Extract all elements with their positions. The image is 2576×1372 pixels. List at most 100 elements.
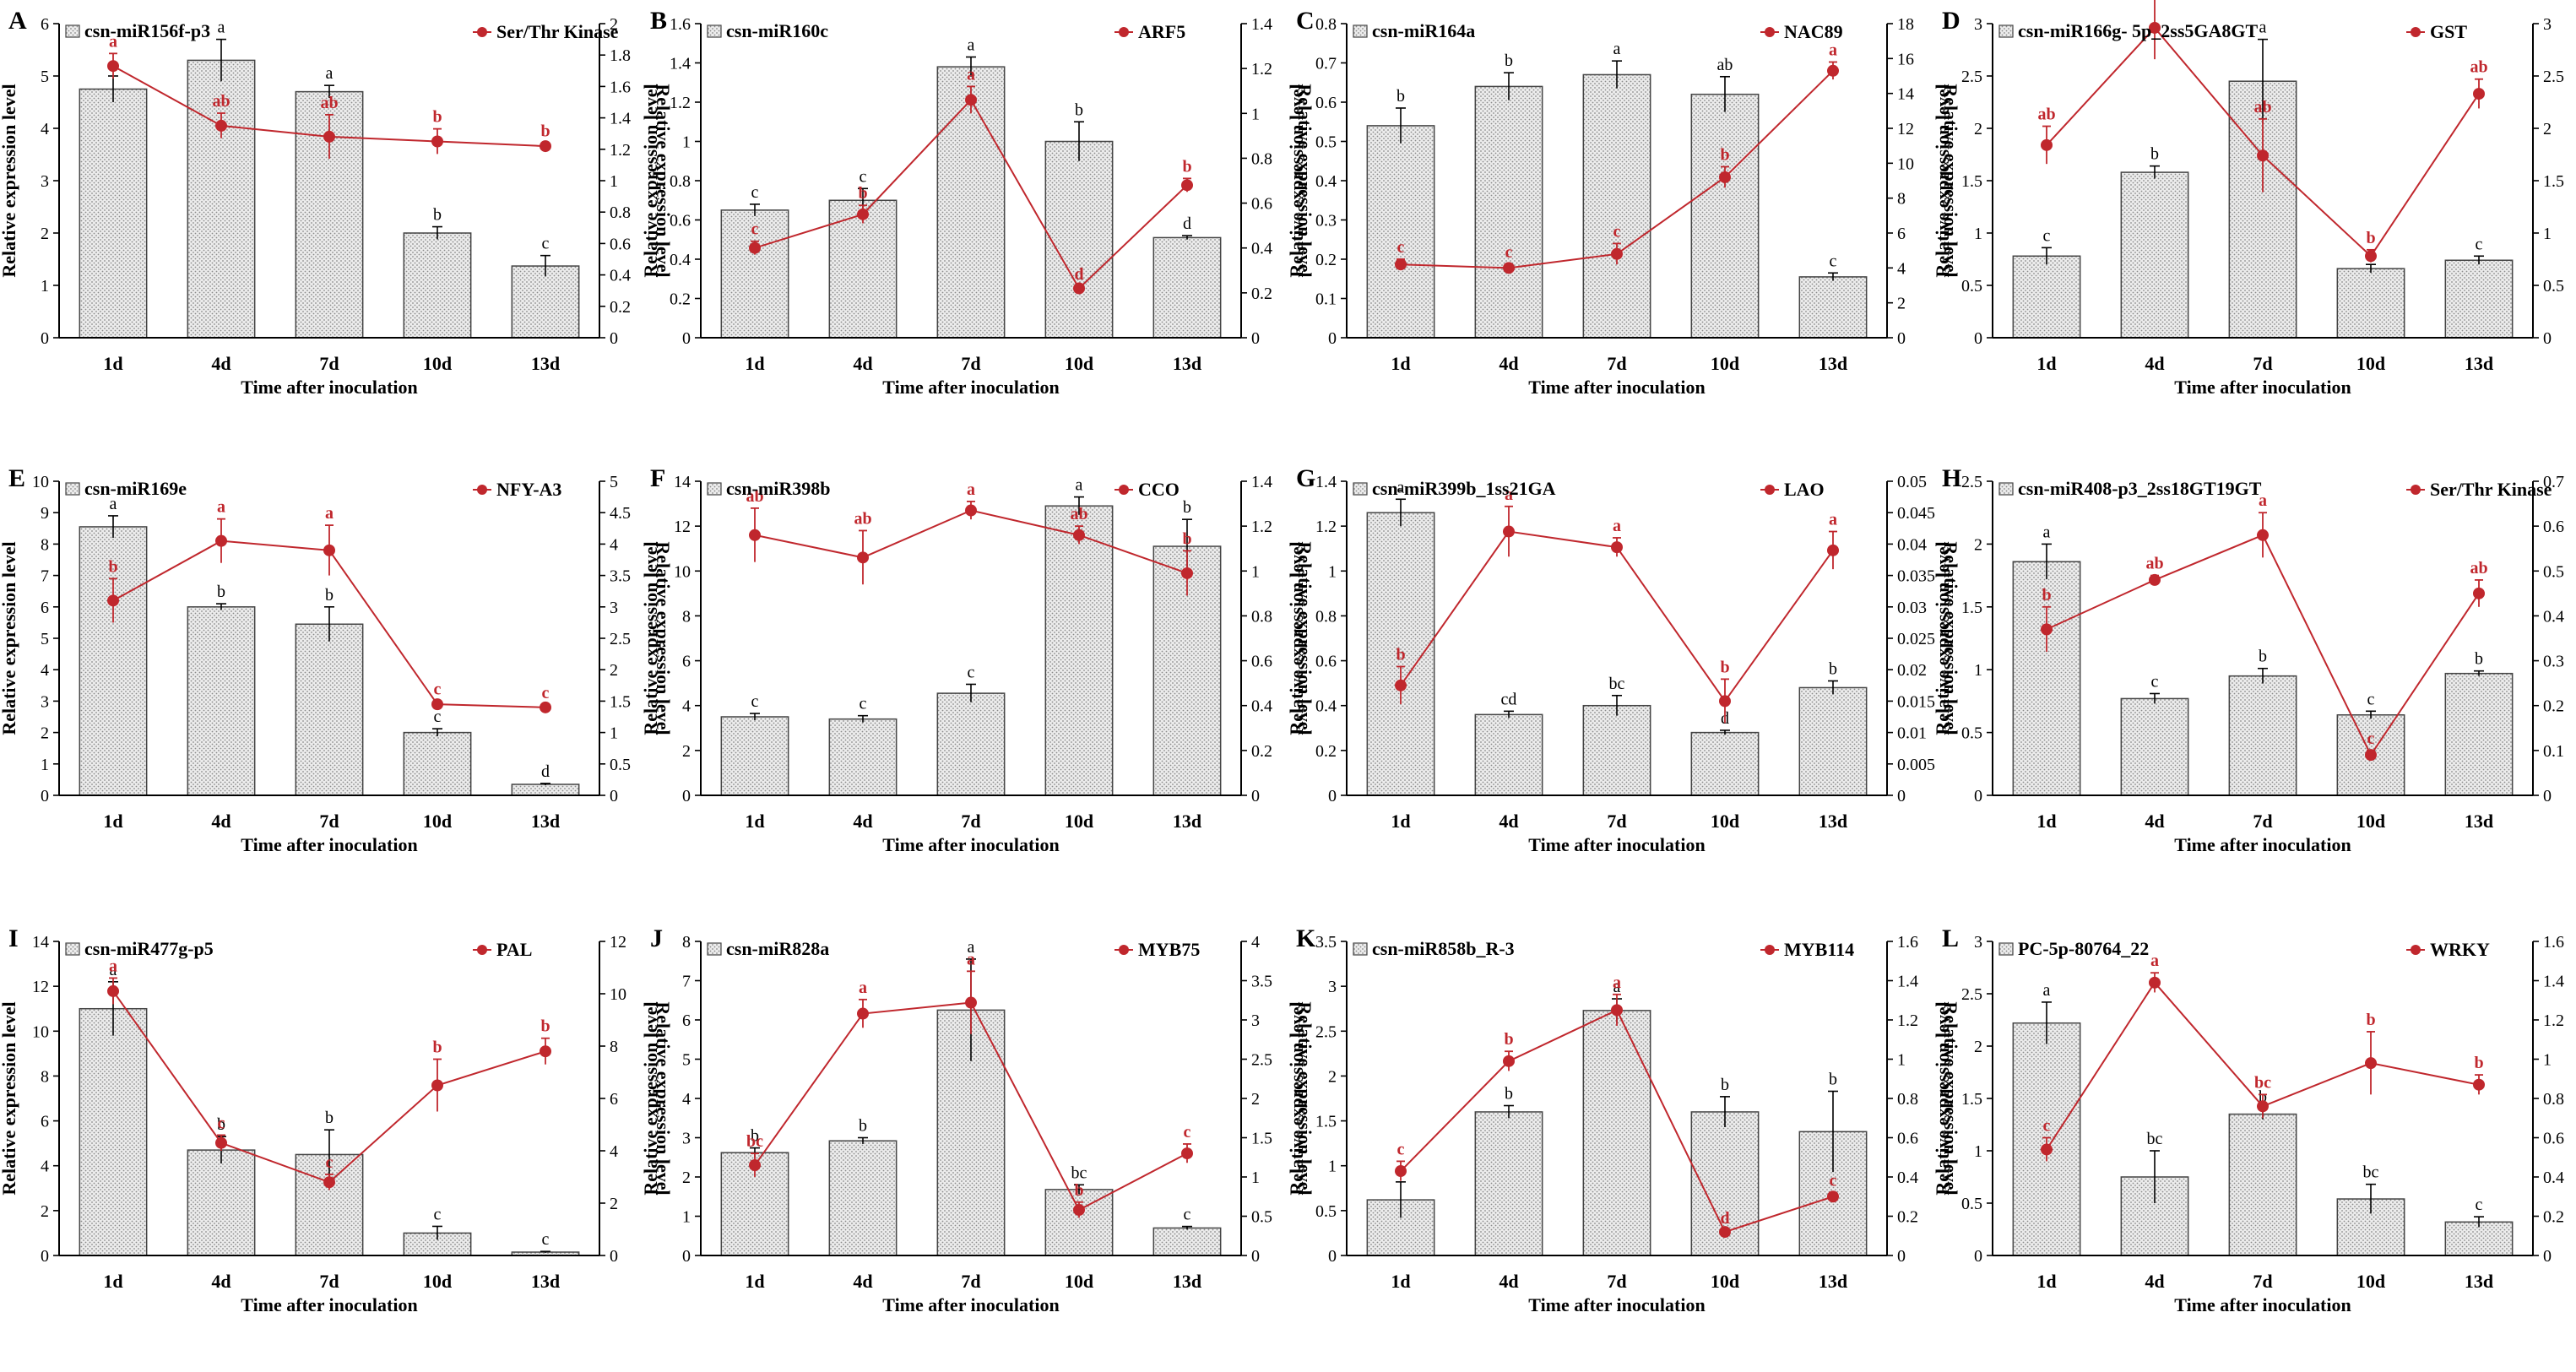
bar-letter: bc bbox=[1071, 1163, 1087, 1182]
y-tick-label: 0 bbox=[1974, 787, 1982, 805]
panel-c: Cb b a ab c c c c b a 0 0.1 0.2 0.3 0.4 0.5 0.6 0.7 0.8 0 2 4… bbox=[1286, 7, 1961, 398]
legend-bar-label: csn-miR169e bbox=[84, 478, 187, 499]
y2-tick-label: 0 bbox=[610, 1247, 618, 1266]
bar bbox=[1366, 125, 1435, 339]
y-axis-title: Relative expression level bbox=[640, 84, 661, 277]
x-tick-label: 1d bbox=[745, 811, 764, 832]
x-tick-label: 4d bbox=[1499, 353, 1518, 374]
y-tick-label: 3 bbox=[1328, 978, 1337, 996]
line-letter: c bbox=[542, 684, 550, 702]
line-letter: b bbox=[432, 108, 442, 127]
y-tick-label: 8 bbox=[682, 933, 691, 952]
y2-tick-label: 2.5 bbox=[1251, 1051, 1272, 1070]
y2-tick-label: 0.6 bbox=[2543, 1130, 2564, 1148]
y-tick-label: 6 bbox=[41, 599, 49, 617]
line-point bbox=[215, 119, 227, 132]
y2-axis-title: Relative expression level bbox=[1940, 84, 1961, 277]
y2-tick-label: 4 bbox=[610, 535, 618, 554]
y2-tick-label: 0.2 bbox=[1251, 742, 1272, 761]
y-tick-label: 1 bbox=[41, 756, 49, 774]
y2-tick-label: 2 bbox=[610, 1195, 618, 1213]
line-letter: ab bbox=[2470, 58, 2487, 77]
line-letter: b bbox=[1074, 1181, 1083, 1200]
bar-letter: c bbox=[1184, 1206, 1191, 1224]
x-tick-label: 1d bbox=[2036, 353, 2056, 374]
x-tick-label: 1d bbox=[2036, 1271, 2056, 1292]
y2-tick-label: 0 bbox=[2543, 787, 2552, 805]
line-letter: b bbox=[1720, 145, 1729, 164]
y-axis-title: Relative expression level bbox=[0, 1001, 19, 1195]
y-tick-label: 4 bbox=[682, 1090, 691, 1109]
bar bbox=[2228, 675, 2297, 796]
bar-letter: a bbox=[968, 938, 975, 957]
bar-letter: b bbox=[1829, 659, 1837, 678]
y2-tick-label: 4 bbox=[1897, 259, 1906, 278]
line-letter: b bbox=[2366, 1011, 2375, 1029]
bar bbox=[1474, 713, 1543, 796]
y-tick-label: 6 bbox=[682, 1011, 691, 1030]
y2-tick-label: 8 bbox=[1897, 190, 1906, 209]
x-tick-label: 4d bbox=[2145, 811, 2164, 832]
y2-tick-label: 1 bbox=[610, 172, 618, 191]
y-tick-label: 0.5 bbox=[1315, 1202, 1337, 1221]
legend-line-label: PAL bbox=[496, 939, 532, 960]
legend-bar-label: csn-miR156f-p3 bbox=[84, 20, 210, 41]
y-tick-label: 1 bbox=[1328, 562, 1337, 581]
x-axis-title: Time after inoculation bbox=[882, 1294, 1059, 1315]
y2-tick-label: 0.8 bbox=[1897, 1090, 1918, 1109]
y-tick-label: 10 bbox=[32, 1022, 49, 1041]
x-tick-label: 13d bbox=[1819, 811, 1847, 832]
line-letter: ab bbox=[2037, 106, 2055, 124]
line-letter: c bbox=[1505, 243, 1513, 262]
x-tick-label: 7d bbox=[2253, 1271, 2272, 1292]
line-letter: b bbox=[1504, 1030, 1513, 1049]
y2-tick-label: 2 bbox=[610, 15, 618, 34]
y-tick-label: 12 bbox=[674, 518, 691, 536]
line-point bbox=[2257, 529, 2269, 541]
line-letter: a bbox=[967, 65, 975, 84]
y-tick-label: 0 bbox=[682, 787, 691, 805]
y-tick-label: 2 bbox=[682, 1169, 691, 1187]
y-tick-label: 0.4 bbox=[1315, 697, 1337, 716]
y2-tick-label: 0.4 bbox=[2543, 1169, 2564, 1187]
line-letter: ab bbox=[2470, 559, 2487, 578]
line-point bbox=[1719, 695, 1731, 708]
line-point bbox=[1719, 1226, 1731, 1239]
line-point bbox=[107, 984, 119, 997]
y-tick-label: 0.8 bbox=[1315, 607, 1337, 626]
line-letter: a bbox=[1829, 41, 1837, 59]
line-point bbox=[431, 1079, 443, 1092]
y-tick-label: 0 bbox=[41, 787, 49, 805]
y-tick-label: 2 bbox=[1974, 120, 1982, 138]
bar-letter: a bbox=[1076, 476, 1083, 495]
bar-letter: bc bbox=[2147, 1130, 2163, 1148]
x-tick-label: 4d bbox=[853, 1271, 872, 1292]
y-tick-label: 0.7 bbox=[1315, 55, 1337, 73]
y-tick-label: 1 bbox=[1974, 661, 1982, 680]
line-point bbox=[1073, 529, 1085, 541]
y2-tick-label: 0.035 bbox=[1897, 567, 1935, 586]
panel-label: A bbox=[8, 7, 27, 35]
legend-line-marker bbox=[1119, 485, 1129, 495]
y2-tick-label: 1.2 bbox=[1251, 518, 1272, 536]
line-letter: b bbox=[540, 1017, 550, 1036]
y-tick-label: 4 bbox=[41, 1158, 49, 1176]
x-axis-title: Time after inoculation bbox=[241, 834, 417, 855]
y-tick-label: 2.5 bbox=[1961, 985, 1982, 1004]
x-tick-label: 4d bbox=[211, 1271, 230, 1292]
line-letter: b bbox=[1720, 658, 1729, 676]
bar bbox=[1582, 704, 1651, 796]
y2-tick-label: 0.015 bbox=[1897, 692, 1935, 711]
line-letter: b bbox=[108, 557, 117, 576]
x-axis-title: Time after inoculation bbox=[241, 1294, 417, 1315]
y-tick-label: 2 bbox=[1974, 535, 1982, 554]
line-letter: c bbox=[2367, 729, 2375, 748]
x-tick-label: 10d bbox=[1711, 1271, 1739, 1292]
y2-tick-label: 0.6 bbox=[1251, 195, 1272, 214]
x-tick-label: 13d bbox=[1819, 353, 1847, 374]
y2-tick-label: 4 bbox=[1251, 933, 1260, 952]
panel-a: Aaaabcaababbb012345600.20.40.60.811.21.4… bbox=[0, 7, 674, 398]
line-letter: a bbox=[967, 950, 975, 968]
x-tick-label: 1d bbox=[1391, 1271, 1410, 1292]
line-letter: b bbox=[858, 184, 867, 203]
